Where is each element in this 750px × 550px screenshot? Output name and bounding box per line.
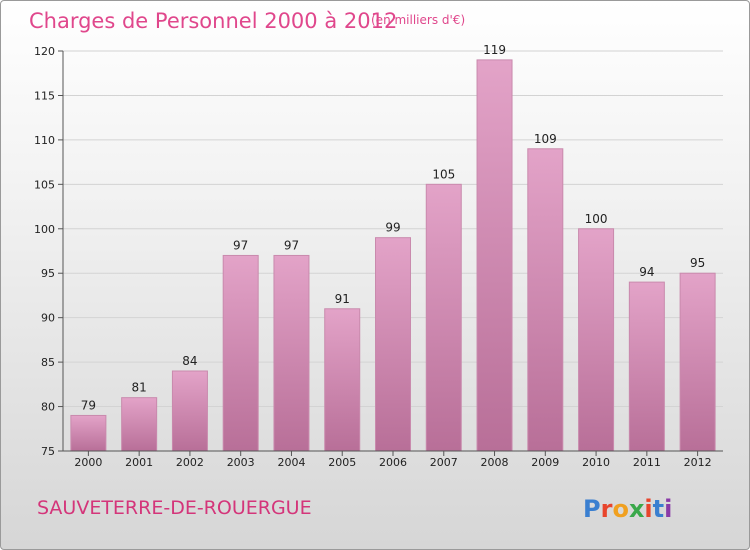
axes-layer: 75 80 85 90 95 100 105 110 115 120 2000 2001 2002 200… [34,45,723,469]
grid-layer [63,50,723,408]
value-label-2010: 100 [585,212,608,226]
y-tick-label: 85 [41,356,55,369]
proxiti-logo: Proxiti [583,495,672,523]
x-tick-label-2011: 2011 [633,456,661,469]
y-tick-label: 120 [34,45,55,58]
bar-2000 [70,414,107,452]
bar-2010 [578,228,615,452]
bar-2004 [273,254,310,452]
chart-subtitle: (en milliers d'€) [371,13,465,27]
value-label-2003: 97 [233,238,248,252]
y-tick-label: 80 [41,401,55,414]
x-tick-label-2004: 2004 [277,456,305,469]
value-label-2001: 81 [132,381,147,395]
svg-text:Proxiti: Proxiti [583,495,672,523]
y-tick-label: 110 [34,134,55,147]
bar-2001 [121,397,158,452]
value-label-2008: 119 [483,43,506,57]
y-tick-label: 100 [34,223,55,236]
y-tick-label: 115 [34,89,55,102]
x-tick-label-2010: 2010 [582,456,610,469]
bars-layer: 79 81 84 97 97 91 99 105 119 109 100 94 95 [70,43,716,452]
x-tick-label-2002: 2002 [176,456,204,469]
y-tick-label: 105 [34,178,55,191]
x-tick-label-2012: 2012 [684,456,712,469]
bar-2012 [679,272,716,452]
y-tick-label: 90 [41,312,55,325]
bar-2003 [222,254,259,452]
x-tick-label-2006: 2006 [379,456,407,469]
bar-2002 [171,370,208,452]
value-label-2011: 94 [639,265,654,279]
value-label-2006: 99 [385,221,400,235]
x-tick-label-2000: 2000 [74,456,102,469]
bar-2007 [425,183,462,452]
value-label-2007: 105 [432,167,455,181]
city-name: SAUVETERRE-DE-ROUERGUE [37,497,312,519]
x-tick-label-2005: 2005 [328,456,356,469]
value-label-2002: 84 [182,354,197,368]
bar-2005 [324,308,361,452]
chart-title: Charges de Personnel 2000 à 2012 [29,9,397,33]
value-label-2009: 109 [534,132,557,146]
x-tick-label-2009: 2009 [531,456,559,469]
x-tick-label-2007: 2007 [430,456,458,469]
bar-2006 [375,237,411,452]
x-tick-label-2008: 2008 [481,456,509,469]
y-tick-label: 95 [41,267,55,280]
value-label-2000: 79 [81,398,96,412]
bar-2011 [628,281,665,452]
value-label-2004: 97 [284,238,299,252]
y-tick-label: 75 [41,445,55,458]
value-label-2005: 91 [335,292,350,306]
bar-2009 [527,148,564,452]
value-label-2012: 95 [690,256,705,270]
bar-2008 [476,59,513,452]
x-tick-label-2003: 2003 [227,456,255,469]
x-tick-label-2001: 2001 [125,456,153,469]
